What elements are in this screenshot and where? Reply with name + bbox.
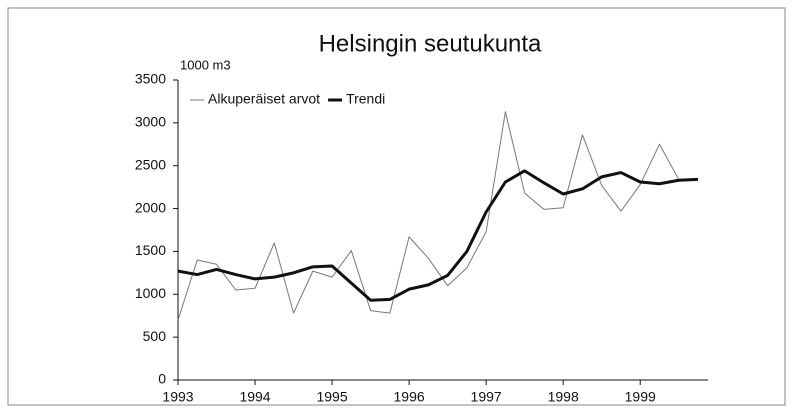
legend-label: Alkuperäiset arvot [208,91,320,107]
y-tick-label: 0 [158,371,166,387]
y-tick-label: 2500 [135,156,166,172]
y-tick-label: 3500 [135,71,166,87]
x-tick-label: 1998 [548,389,579,405]
y-tick-label: 1000 [135,285,166,301]
y-tick-label: 3000 [135,114,166,130]
y-unit: 1000 m3 [180,57,231,72]
series-line [177,111,699,321]
x-tick-label: 1999 [625,389,656,405]
x-tick-label: 1996 [394,389,425,405]
y-tick-label: 1500 [135,242,166,258]
y-tick-label: 500 [143,328,167,344]
x-tick-label: 1995 [316,389,347,405]
frame [7,7,786,406]
series-line [177,169,699,302]
chart-title: Helsingin seutukunta [319,30,542,57]
y-tick-label: 2000 [135,199,166,215]
legend-label: Trendi [346,91,385,107]
x-tick-label: 1994 [239,389,270,405]
x-tick-label: 1997 [471,389,502,405]
x-tick-label: 1993 [162,389,193,405]
